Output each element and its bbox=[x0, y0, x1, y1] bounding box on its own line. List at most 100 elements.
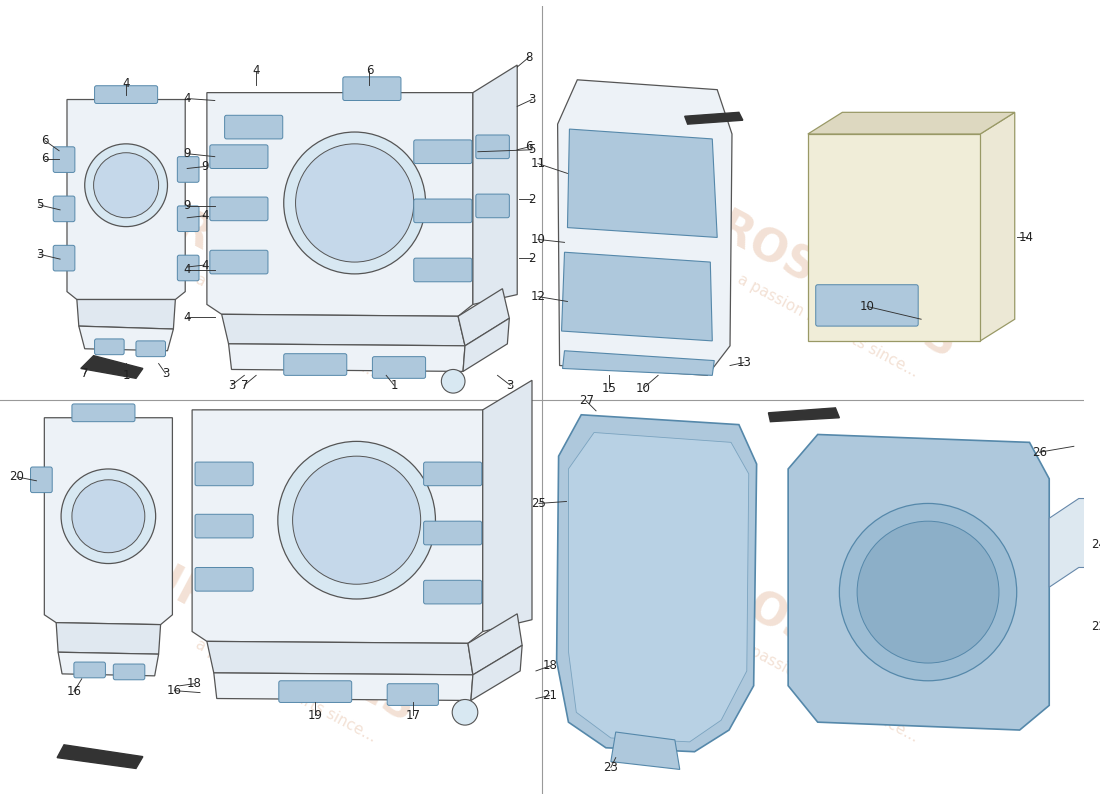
Polygon shape bbox=[458, 289, 509, 346]
FancyBboxPatch shape bbox=[476, 135, 509, 158]
Text: 16: 16 bbox=[167, 684, 182, 697]
Circle shape bbox=[293, 456, 420, 584]
Polygon shape bbox=[769, 408, 839, 422]
Text: EUROSPARES: EUROSPARES bbox=[651, 175, 964, 369]
Text: a passion for parts since...: a passion for parts since... bbox=[192, 272, 378, 380]
Polygon shape bbox=[79, 326, 174, 350]
Text: 1: 1 bbox=[390, 378, 398, 392]
Polygon shape bbox=[77, 299, 175, 329]
FancyBboxPatch shape bbox=[424, 521, 482, 545]
Text: 3: 3 bbox=[228, 378, 235, 392]
FancyBboxPatch shape bbox=[284, 354, 346, 375]
Circle shape bbox=[296, 144, 414, 262]
Text: 4: 4 bbox=[201, 210, 209, 222]
Polygon shape bbox=[56, 622, 161, 654]
FancyBboxPatch shape bbox=[74, 662, 106, 678]
Polygon shape bbox=[557, 414, 757, 752]
Text: 3: 3 bbox=[35, 248, 43, 261]
Text: 20: 20 bbox=[9, 470, 24, 483]
Text: EUROSPARES: EUROSPARES bbox=[110, 175, 422, 369]
FancyBboxPatch shape bbox=[414, 140, 472, 163]
Polygon shape bbox=[558, 80, 732, 375]
Polygon shape bbox=[807, 134, 980, 341]
Text: 18: 18 bbox=[542, 659, 558, 673]
Polygon shape bbox=[67, 99, 185, 299]
Text: 6: 6 bbox=[365, 65, 373, 78]
Text: 19: 19 bbox=[308, 709, 322, 722]
Text: 21: 21 bbox=[542, 689, 558, 702]
Polygon shape bbox=[80, 356, 143, 378]
FancyBboxPatch shape bbox=[816, 285, 918, 326]
Text: 4: 4 bbox=[184, 92, 191, 105]
Text: 1: 1 bbox=[122, 369, 130, 382]
FancyBboxPatch shape bbox=[373, 357, 426, 378]
FancyBboxPatch shape bbox=[72, 404, 135, 422]
Text: 8: 8 bbox=[526, 50, 532, 64]
Text: 11: 11 bbox=[530, 157, 546, 170]
Polygon shape bbox=[468, 614, 522, 675]
Polygon shape bbox=[788, 434, 1049, 730]
Text: 4: 4 bbox=[184, 263, 191, 277]
Polygon shape bbox=[229, 344, 465, 371]
Polygon shape bbox=[192, 410, 483, 643]
Text: 16: 16 bbox=[66, 685, 81, 698]
FancyBboxPatch shape bbox=[476, 194, 509, 218]
FancyBboxPatch shape bbox=[53, 246, 75, 271]
Circle shape bbox=[85, 144, 167, 226]
FancyBboxPatch shape bbox=[343, 77, 402, 101]
Text: 3: 3 bbox=[162, 367, 169, 380]
Polygon shape bbox=[471, 646, 522, 701]
FancyBboxPatch shape bbox=[210, 250, 268, 274]
Text: 3: 3 bbox=[507, 378, 514, 392]
Text: EUROSPARES: EUROSPARES bbox=[651, 540, 964, 733]
Circle shape bbox=[278, 442, 436, 599]
Text: 4: 4 bbox=[122, 78, 130, 90]
Text: 24: 24 bbox=[1091, 538, 1100, 551]
FancyBboxPatch shape bbox=[224, 115, 283, 139]
FancyBboxPatch shape bbox=[31, 467, 52, 493]
Circle shape bbox=[284, 132, 426, 274]
FancyBboxPatch shape bbox=[195, 462, 253, 486]
Text: 9: 9 bbox=[184, 147, 191, 160]
Text: 14: 14 bbox=[1019, 231, 1034, 244]
Text: a passion for parts since...: a passion for parts since... bbox=[192, 637, 378, 745]
Polygon shape bbox=[562, 252, 713, 341]
Text: 15: 15 bbox=[602, 382, 616, 394]
Circle shape bbox=[72, 480, 145, 553]
FancyBboxPatch shape bbox=[195, 567, 253, 591]
Text: 10: 10 bbox=[530, 233, 546, 246]
Text: a passion for parts since...: a passion for parts since... bbox=[735, 637, 921, 745]
FancyBboxPatch shape bbox=[210, 197, 268, 221]
Text: 2: 2 bbox=[528, 252, 536, 265]
Text: 9: 9 bbox=[184, 199, 191, 213]
Polygon shape bbox=[207, 642, 473, 675]
Circle shape bbox=[94, 153, 158, 218]
Text: 12: 12 bbox=[530, 290, 546, 303]
Text: 27: 27 bbox=[579, 394, 594, 407]
FancyBboxPatch shape bbox=[195, 514, 253, 538]
FancyBboxPatch shape bbox=[95, 339, 124, 354]
Text: 7: 7 bbox=[81, 367, 88, 380]
Polygon shape bbox=[1049, 498, 1100, 587]
Text: 10: 10 bbox=[859, 300, 874, 313]
Polygon shape bbox=[57, 745, 143, 769]
Text: 26: 26 bbox=[1032, 446, 1047, 458]
FancyBboxPatch shape bbox=[177, 206, 199, 231]
FancyBboxPatch shape bbox=[53, 147, 75, 173]
Text: 3: 3 bbox=[528, 93, 536, 106]
Text: 13: 13 bbox=[736, 356, 751, 369]
Polygon shape bbox=[213, 673, 473, 701]
FancyBboxPatch shape bbox=[387, 684, 439, 706]
Text: 5: 5 bbox=[528, 143, 536, 156]
Text: 10: 10 bbox=[636, 382, 651, 394]
Circle shape bbox=[62, 469, 156, 563]
Circle shape bbox=[857, 521, 999, 663]
Polygon shape bbox=[222, 314, 465, 346]
Text: 25: 25 bbox=[531, 497, 547, 510]
Text: 18: 18 bbox=[187, 678, 201, 690]
Polygon shape bbox=[562, 350, 714, 375]
Text: 4: 4 bbox=[252, 65, 260, 78]
FancyBboxPatch shape bbox=[278, 681, 352, 702]
Text: 5: 5 bbox=[35, 198, 43, 211]
Polygon shape bbox=[483, 380, 532, 631]
